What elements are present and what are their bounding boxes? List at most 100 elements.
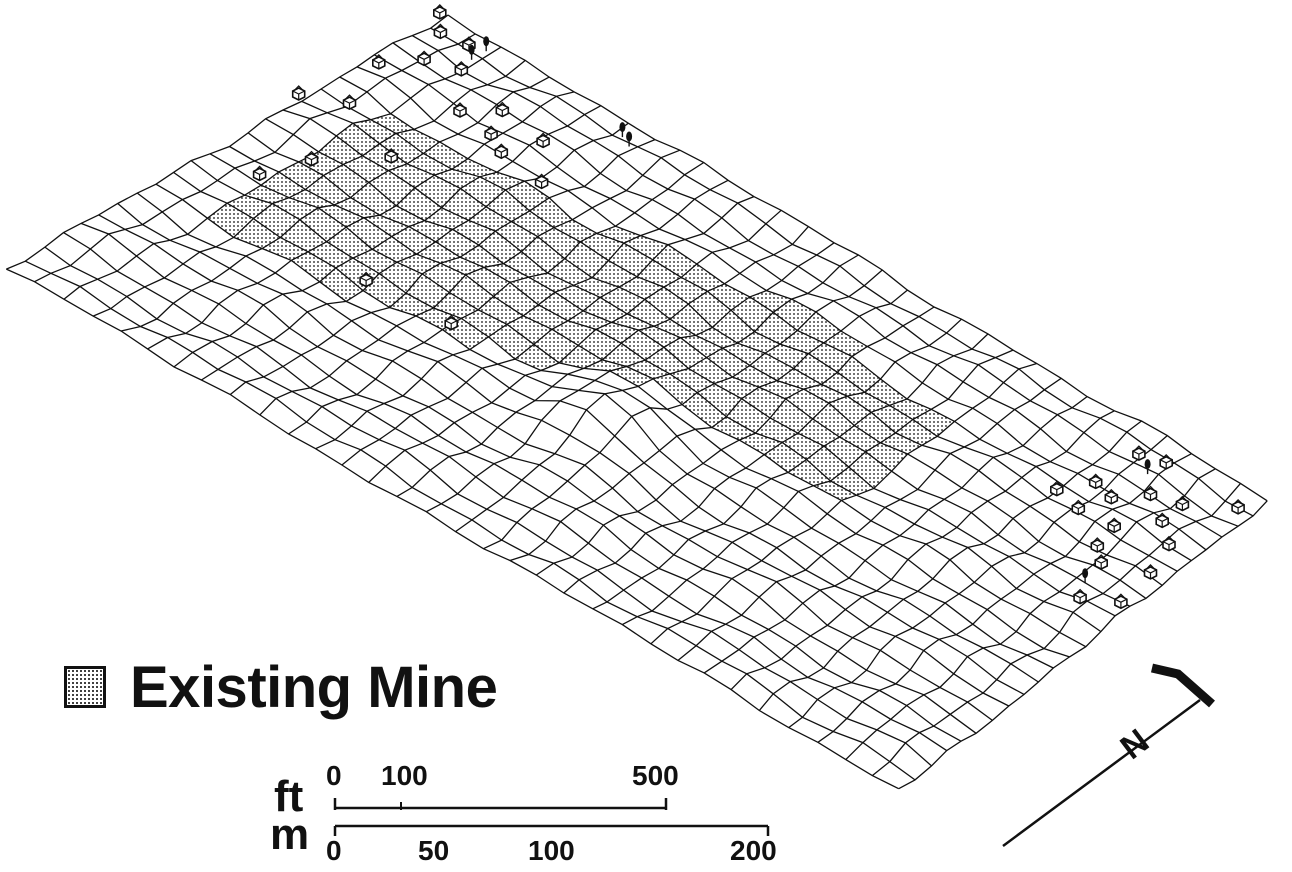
building-icon — [1162, 535, 1176, 552]
mine-cell — [363, 215, 409, 237]
mine-cell — [452, 220, 496, 246]
mine-cell — [244, 185, 290, 204]
scale-tick-m-0: 0 — [326, 835, 342, 866]
mine-cell — [406, 153, 453, 176]
mine-cell — [638, 326, 681, 348]
mine-cell — [711, 416, 756, 441]
mine-cell — [793, 353, 838, 385]
mine-cell — [461, 309, 507, 337]
mine-cell — [449, 274, 494, 310]
mesh-line — [6, 268, 899, 790]
mine-cell — [737, 331, 781, 354]
mine-cell — [797, 418, 840, 447]
tree-icon — [1144, 459, 1151, 475]
mine-cell — [307, 241, 353, 268]
mine-cell — [823, 331, 868, 357]
mine-cell — [714, 377, 759, 399]
mine-cell — [440, 257, 485, 275]
building-icon — [1050, 480, 1064, 497]
mine-cell — [262, 237, 308, 261]
mine-cell — [680, 335, 723, 358]
mine-cell — [803, 384, 848, 403]
mine-cell — [688, 291, 732, 328]
mesh-line — [173, 171, 1039, 683]
mine-cell — [567, 310, 612, 330]
mine-cell — [830, 467, 874, 496]
mesh-line — [320, 88, 1163, 586]
mesh-line — [155, 183, 1025, 695]
building-icon — [453, 102, 467, 118]
building-icon — [371, 54, 386, 70]
building-icon — [1143, 564, 1158, 580]
mine-cell — [406, 273, 450, 308]
mesh-line — [98, 214, 977, 734]
building-icon — [536, 132, 550, 149]
mine-cell — [227, 195, 273, 219]
mesh-line — [25, 260, 916, 781]
mine-cell — [695, 327, 738, 349]
mine-cell — [435, 229, 479, 258]
mine-cell — [396, 187, 442, 221]
mine-cell — [521, 236, 565, 273]
mine-cell — [688, 357, 733, 384]
tree-icon — [483, 36, 490, 52]
mine-cell — [626, 360, 670, 379]
mesh-line — [209, 153, 1070, 658]
building-icon — [495, 101, 510, 118]
mine-cell — [423, 141, 468, 170]
mesh-line — [356, 66, 1192, 562]
building-icon — [1175, 495, 1190, 512]
mine-cell — [495, 221, 538, 252]
building-icon — [1094, 554, 1108, 570]
mine-cell — [806, 446, 849, 482]
mine-cell — [233, 218, 281, 249]
mine-cell — [547, 258, 593, 286]
mesh-line — [117, 203, 993, 721]
mine-cell — [388, 163, 435, 188]
mine-cell — [533, 329, 579, 363]
mesh-line — [301, 100, 1147, 599]
surface-structures — [252, 4, 1245, 610]
mesh-line — [411, 35, 1239, 527]
mine-cell — [785, 389, 829, 419]
mesh-line — [80, 222, 962, 742]
tree-icon — [1082, 568, 1089, 584]
mine-cell — [478, 231, 522, 264]
mine-cell — [379, 205, 425, 227]
mine-cell — [602, 343, 646, 367]
mine-cell — [654, 319, 696, 338]
mine-cell — [828, 396, 872, 426]
mine-cell — [553, 219, 597, 242]
mine-cell — [812, 402, 855, 437]
mine-cell — [848, 451, 892, 489]
building-icon — [1088, 473, 1103, 490]
building-icon — [1231, 498, 1245, 515]
mine-cell — [611, 313, 655, 331]
mine-cell — [652, 244, 697, 278]
tree-icon — [619, 122, 626, 138]
mesh-line — [392, 42, 1223, 538]
mesh-line — [282, 109, 1131, 607]
mesh-line — [817, 453, 1192, 743]
scale-unit-meters: m — [270, 810, 310, 859]
mesh-line — [229, 145, 1087, 648]
mine-cell — [318, 204, 364, 228]
building-icon — [534, 173, 549, 190]
mine-cell — [511, 210, 554, 237]
mine-cell — [880, 432, 922, 454]
mesh-line — [136, 192, 1010, 707]
mine-cell — [839, 425, 881, 452]
mesh-line — [871, 482, 1241, 777]
mine-cell — [370, 113, 415, 134]
building-icon — [1107, 517, 1121, 534]
mine-cell — [837, 356, 881, 393]
mine-cell — [854, 412, 896, 443]
mine-cell — [479, 172, 525, 190]
mesh-line — [265, 118, 1116, 617]
mine-cell — [346, 217, 392, 250]
mine-cell — [488, 324, 534, 360]
mine-cell — [379, 262, 423, 294]
mine-cell — [334, 197, 380, 218]
tree-icon — [468, 44, 475, 60]
mesh-line — [373, 54, 1207, 551]
